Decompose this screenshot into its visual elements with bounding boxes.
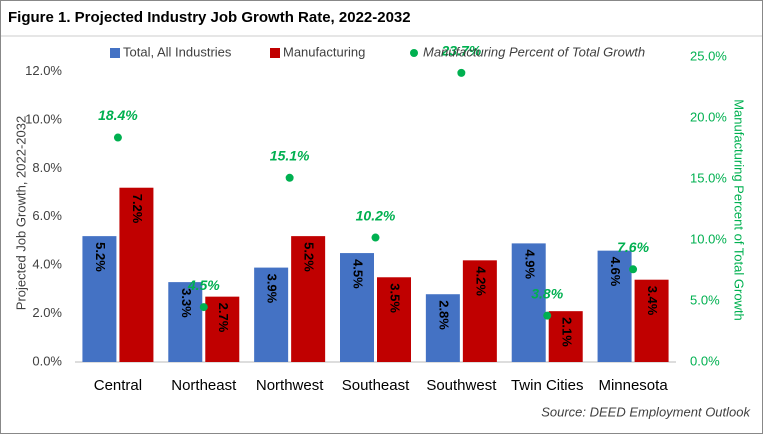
data-label: 18.4% xyxy=(98,107,138,123)
x-tick-label: Twin Cities xyxy=(511,377,584,394)
bar xyxy=(377,277,411,362)
y-tick-label: 6.0% xyxy=(32,208,62,223)
y2-tick-label: 20.0% xyxy=(690,109,727,124)
point xyxy=(543,311,552,320)
data-label: 2.8% xyxy=(436,300,451,330)
legend-marker xyxy=(110,48,120,58)
point xyxy=(113,133,122,142)
bar xyxy=(462,260,497,362)
bar xyxy=(254,267,289,362)
x-tick-label: Southwest xyxy=(426,377,497,394)
x-tick-label: Central xyxy=(94,377,142,394)
point xyxy=(199,303,208,312)
bar xyxy=(82,236,117,362)
y-tick-label: 12.0% xyxy=(25,63,62,78)
y-tick-label: 2.0% xyxy=(32,305,62,320)
legend-label: Manufacturing xyxy=(283,44,365,59)
y2-tick-label: 5.0% xyxy=(690,292,720,307)
x-tick-label: Southeast xyxy=(342,377,410,394)
point xyxy=(457,68,466,77)
bar xyxy=(634,279,669,362)
point xyxy=(285,173,294,182)
data-label: 23.7% xyxy=(441,43,482,59)
bar xyxy=(340,253,374,362)
data-label: 2.7% xyxy=(216,303,231,333)
x-tick-label: Northwest xyxy=(256,377,324,394)
y2-tick-label: 15.0% xyxy=(690,170,727,185)
data-label: 5.2% xyxy=(302,242,317,272)
legend-marker xyxy=(270,48,280,58)
data-label: 10.2% xyxy=(356,207,396,223)
y-tick-label: 10.0% xyxy=(25,111,62,126)
data-label: 3.8% xyxy=(531,285,563,301)
bar xyxy=(291,236,326,362)
legend-label: Manufacturing Percent of Total Growth xyxy=(423,44,645,59)
data-label: 3.9% xyxy=(265,274,280,304)
x-tick-label: Minnesota xyxy=(598,377,668,394)
bar xyxy=(511,243,546,362)
y-tick-label: 4.0% xyxy=(32,257,62,272)
point xyxy=(371,233,380,242)
y2-tick-label: 25.0% xyxy=(690,48,727,63)
data-label: 4.2% xyxy=(473,266,488,296)
y2-tick-label: 10.0% xyxy=(690,231,727,246)
legend-label: Total, All Industries xyxy=(123,44,232,59)
bar xyxy=(548,311,583,362)
bar xyxy=(205,296,240,362)
source-note: Source: DEED Employment Outlook xyxy=(541,404,751,419)
legend-marker xyxy=(410,49,418,57)
point xyxy=(629,265,638,274)
bar xyxy=(119,187,154,362)
data-label: 2.1% xyxy=(559,317,574,347)
data-label: 4.5% xyxy=(351,259,366,289)
data-label: 3.3% xyxy=(179,288,194,318)
data-label: 7.2% xyxy=(130,194,145,224)
data-label: 3.4% xyxy=(645,286,660,316)
bar xyxy=(597,250,632,362)
y2-tick-label: 0.0% xyxy=(690,353,720,368)
data-label: 4.9% xyxy=(522,249,537,279)
y-tick-label: 8.0% xyxy=(32,160,62,175)
bar xyxy=(168,282,203,362)
data-label: 15.1% xyxy=(270,147,310,163)
y-axis-title: Projected Job Growth, 2022-2032 xyxy=(13,116,28,310)
y-tick-label: 0.0% xyxy=(32,353,62,368)
bar xyxy=(425,294,460,362)
data-label: 7.6% xyxy=(617,239,649,255)
y2-axis-title: Manufacturing Percent of Total Growth xyxy=(732,99,747,321)
data-label: 4.6% xyxy=(608,257,623,287)
data-label: 5.2% xyxy=(93,242,108,272)
chart-title: Figure 1. Projected Industry Job Growth … xyxy=(8,9,411,26)
data-label: 4.5% xyxy=(187,277,220,293)
x-tick-label: Northeast xyxy=(171,377,237,394)
data-label: 3.5% xyxy=(388,283,403,313)
